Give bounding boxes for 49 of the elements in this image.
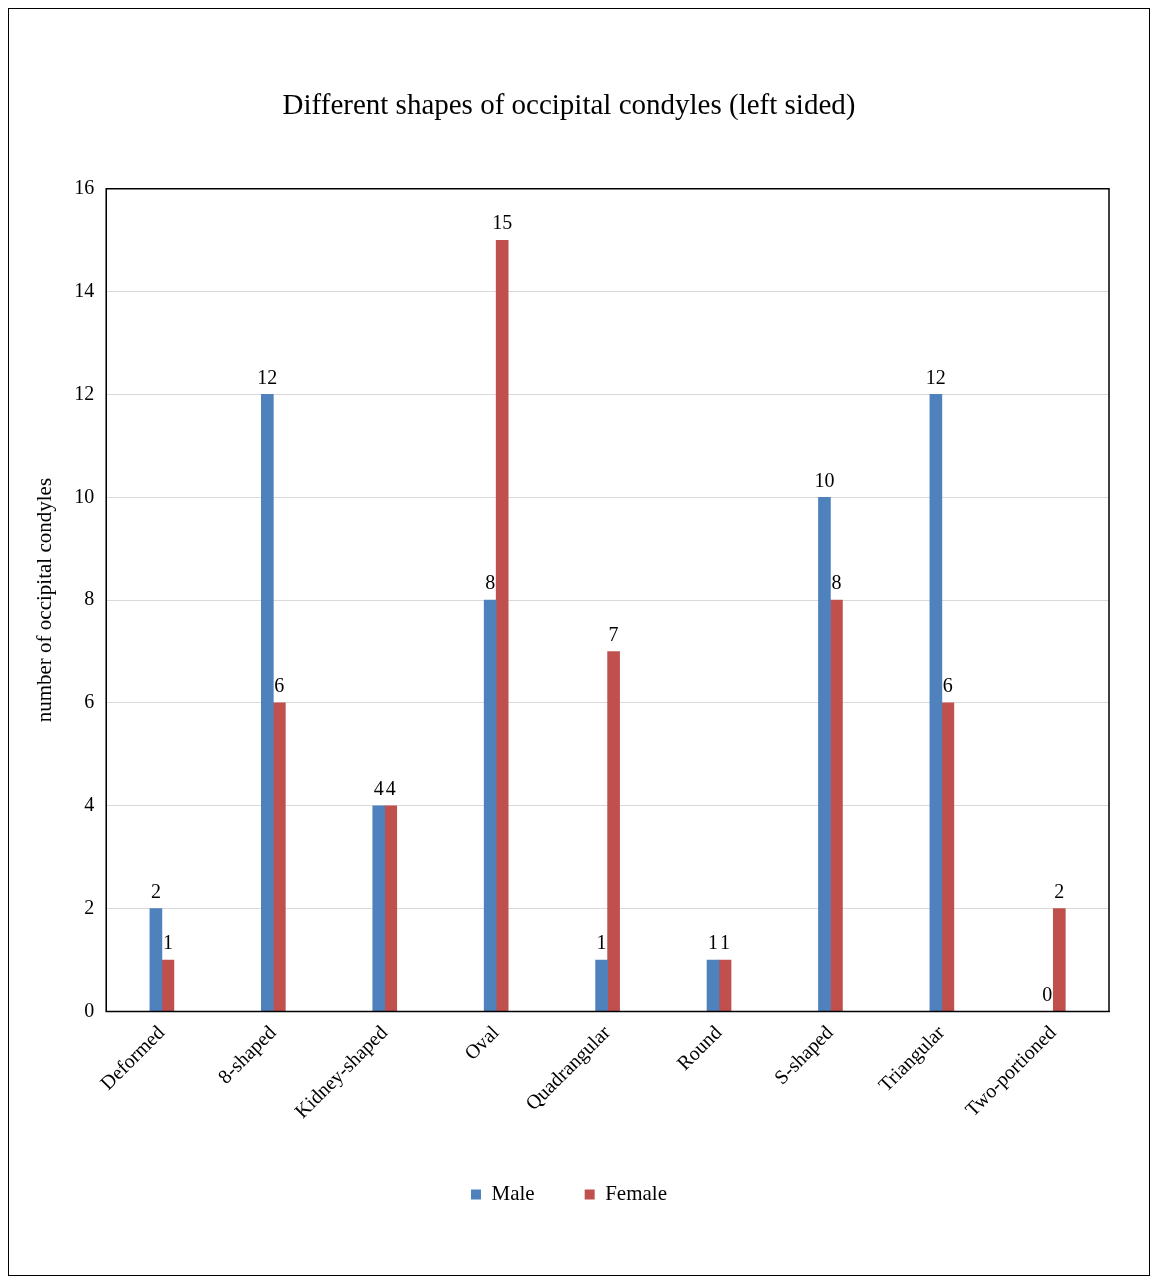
data-label: 0 xyxy=(1042,982,1053,1005)
data-label: 15 xyxy=(492,211,513,234)
bar xyxy=(718,959,732,1012)
bar xyxy=(595,959,608,1012)
bar xyxy=(495,239,509,1012)
bar xyxy=(607,651,620,1012)
bar xyxy=(161,959,175,1012)
data-label: 8 xyxy=(485,571,496,594)
bar xyxy=(483,599,497,1012)
data-label: 6 xyxy=(274,674,285,697)
data-label: 8 xyxy=(831,571,842,594)
bar xyxy=(273,702,286,1012)
data-label: 1 xyxy=(596,931,607,954)
data-label: 1 xyxy=(162,931,173,954)
bar xyxy=(384,805,398,1012)
y-axis-title: number of occipital condyles xyxy=(32,477,57,723)
bar xyxy=(372,805,386,1012)
data-label: 4 xyxy=(373,777,384,800)
data-label: 2 xyxy=(150,879,161,902)
y-tick-label: 0 xyxy=(84,998,95,1021)
y-tick-label: 2 xyxy=(84,895,95,918)
data-label: 4 xyxy=(385,777,396,800)
legend-label: Male xyxy=(491,1181,535,1206)
bar xyxy=(929,394,943,1012)
y-tick-label: 8 xyxy=(84,587,95,610)
y-tick-label: 4 xyxy=(84,793,95,816)
legend-label: Female xyxy=(605,1181,667,1206)
data-label: 1 xyxy=(720,931,731,954)
data-label: 10 xyxy=(814,468,835,491)
y-tick-label: 16 xyxy=(74,176,95,199)
data-label: 12 xyxy=(925,365,946,388)
y-tick-label: 14 xyxy=(74,278,95,301)
bar xyxy=(1052,908,1066,1012)
bar xyxy=(706,959,720,1012)
data-label: 7 xyxy=(608,622,619,645)
bar xyxy=(149,908,163,1012)
y-tick-label: 6 xyxy=(84,690,95,713)
chart-title: Different shapes of occipital condyles (left sided) xyxy=(282,88,856,122)
bar xyxy=(261,394,274,1012)
data-label: 6 xyxy=(942,674,953,697)
bar xyxy=(941,702,955,1012)
data-label: 12 xyxy=(257,365,278,388)
bar xyxy=(818,496,831,1012)
x-tick-label: Oval xyxy=(459,1020,504,1064)
y-tick-label: 10 xyxy=(74,484,95,507)
y-tick-label: 12 xyxy=(74,381,95,404)
data-label: 1 xyxy=(708,931,719,954)
data-label: 2 xyxy=(1054,879,1065,902)
bar xyxy=(830,599,843,1012)
